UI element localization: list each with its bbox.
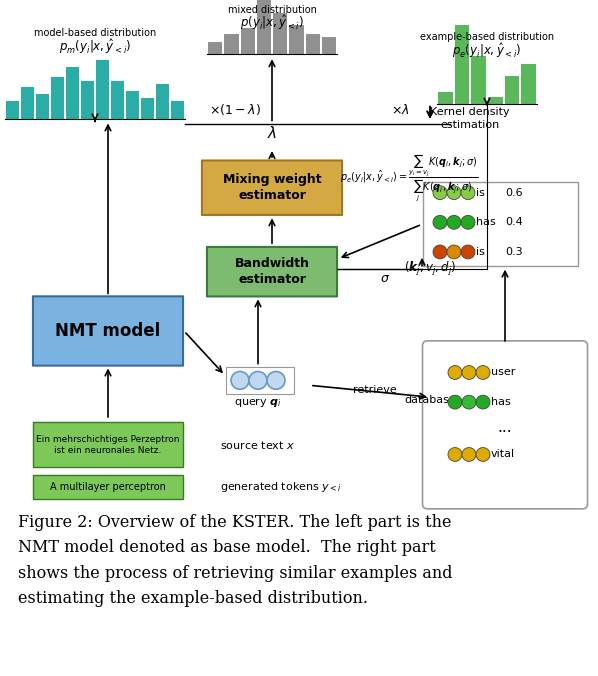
Text: vital: vital xyxy=(491,450,515,460)
Text: Mixing weight
estimator: Mixing weight estimator xyxy=(222,173,321,202)
Text: mixed distribution: mixed distribution xyxy=(228,5,316,15)
Bar xyxy=(306,34,320,54)
Circle shape xyxy=(433,186,447,199)
Text: NMT model: NMT model xyxy=(56,322,161,340)
Circle shape xyxy=(231,372,249,389)
Circle shape xyxy=(461,245,475,259)
Bar xyxy=(126,91,139,118)
Bar xyxy=(111,80,124,118)
Text: Bandwidth
estimator: Bandwidth estimator xyxy=(234,257,310,286)
Text: is: is xyxy=(476,247,485,257)
Circle shape xyxy=(462,395,476,409)
Bar xyxy=(6,101,19,118)
FancyBboxPatch shape xyxy=(202,160,342,215)
Bar xyxy=(226,366,294,394)
Circle shape xyxy=(433,245,447,259)
Circle shape xyxy=(448,366,462,379)
Bar xyxy=(36,95,49,118)
Bar xyxy=(33,475,183,500)
Text: A multilayer perceptron: A multilayer perceptron xyxy=(50,482,166,492)
Bar xyxy=(454,25,469,103)
Text: query $\boldsymbol{q}_i$: query $\boldsymbol{q}_i$ xyxy=(234,395,282,408)
Bar xyxy=(273,13,287,54)
Text: 0.3: 0.3 xyxy=(505,247,523,257)
Bar xyxy=(505,76,519,103)
Circle shape xyxy=(448,395,462,409)
Bar xyxy=(141,98,154,118)
Circle shape xyxy=(462,448,476,462)
Text: model-based distribution: model-based distribution xyxy=(34,28,156,38)
Text: Kernel density
estimation: Kernel density estimation xyxy=(430,107,510,130)
Circle shape xyxy=(461,186,475,199)
Bar xyxy=(521,64,536,103)
Text: $\lambda$: $\lambda$ xyxy=(267,125,277,141)
Text: has: has xyxy=(476,217,496,227)
Bar xyxy=(240,28,255,54)
Text: generated tokens $y_{<i}$: generated tokens $y_{<i}$ xyxy=(220,480,342,494)
Text: has: has xyxy=(491,397,511,407)
Circle shape xyxy=(476,448,490,462)
Circle shape xyxy=(476,395,490,409)
Bar xyxy=(423,183,578,266)
Text: 0.4: 0.4 xyxy=(505,217,523,227)
Bar xyxy=(289,25,304,54)
Bar xyxy=(257,0,271,54)
Circle shape xyxy=(447,216,461,229)
Circle shape xyxy=(447,245,461,259)
Bar xyxy=(66,67,79,118)
FancyBboxPatch shape xyxy=(33,296,183,366)
Bar xyxy=(438,92,453,103)
Bar xyxy=(96,59,109,118)
Circle shape xyxy=(249,372,267,389)
Bar xyxy=(81,80,94,118)
Text: $p(y_i|x,\hat{y}_{<i})$: $p(y_i|x,\hat{y}_{<i})$ xyxy=(240,14,304,32)
Bar xyxy=(322,37,336,54)
Bar xyxy=(224,34,239,54)
Text: $\times\lambda$: $\times\lambda$ xyxy=(390,103,409,116)
Bar xyxy=(488,97,503,103)
Text: example-based distribution: example-based distribution xyxy=(420,32,554,41)
FancyBboxPatch shape xyxy=(423,341,587,509)
Bar xyxy=(208,43,222,54)
Text: is: is xyxy=(476,188,485,197)
Circle shape xyxy=(476,366,490,379)
Text: $(\boldsymbol{k}_j, v_j, d_j)$: $(\boldsymbol{k}_j, v_j, d_j)$ xyxy=(404,260,456,278)
Bar xyxy=(471,56,486,103)
Text: ...: ... xyxy=(498,420,512,435)
Text: $p_e(y_i|x,\hat{y}_{<i}) = \dfrac{\sum_{y_i=v_j}K(\boldsymbol{q}_i,\boldsymbol{k: $p_e(y_i|x,\hat{y}_{<i}) = \dfrac{\sum_{… xyxy=(340,152,479,203)
Text: retrieve: retrieve xyxy=(353,385,397,395)
Bar xyxy=(33,422,183,467)
Text: database: database xyxy=(404,395,456,405)
Circle shape xyxy=(433,216,447,229)
Circle shape xyxy=(447,186,461,199)
Bar xyxy=(51,77,64,118)
Text: $\sigma$: $\sigma$ xyxy=(380,272,390,285)
Text: Figure 2: Overview of the KSTER. The left part is the
NMT model denoted as base : Figure 2: Overview of the KSTER. The lef… xyxy=(18,514,453,607)
Circle shape xyxy=(448,448,462,462)
Text: $p_e(y_i|x,\hat{y}_{<i})$: $p_e(y_i|x,\hat{y}_{<i})$ xyxy=(452,41,521,60)
Bar xyxy=(156,84,169,118)
FancyBboxPatch shape xyxy=(207,247,337,297)
Bar xyxy=(21,87,34,118)
Text: 0.6: 0.6 xyxy=(505,188,523,197)
Text: Ein mehrschichtiges Perzeptron
ist ein neuronales Netz.: Ein mehrschichtiges Perzeptron ist ein n… xyxy=(36,435,180,455)
Text: source text $x$: source text $x$ xyxy=(220,439,295,451)
Circle shape xyxy=(267,372,285,389)
Text: user: user xyxy=(491,368,515,377)
Text: $p_m(y_i|x,\hat{y}_{<i})$: $p_m(y_i|x,\hat{y}_{<i})$ xyxy=(59,37,131,56)
Circle shape xyxy=(462,366,476,379)
Circle shape xyxy=(461,216,475,229)
Text: $\times(1-\lambda)$: $\times(1-\lambda)$ xyxy=(209,101,261,116)
Bar xyxy=(171,101,184,118)
